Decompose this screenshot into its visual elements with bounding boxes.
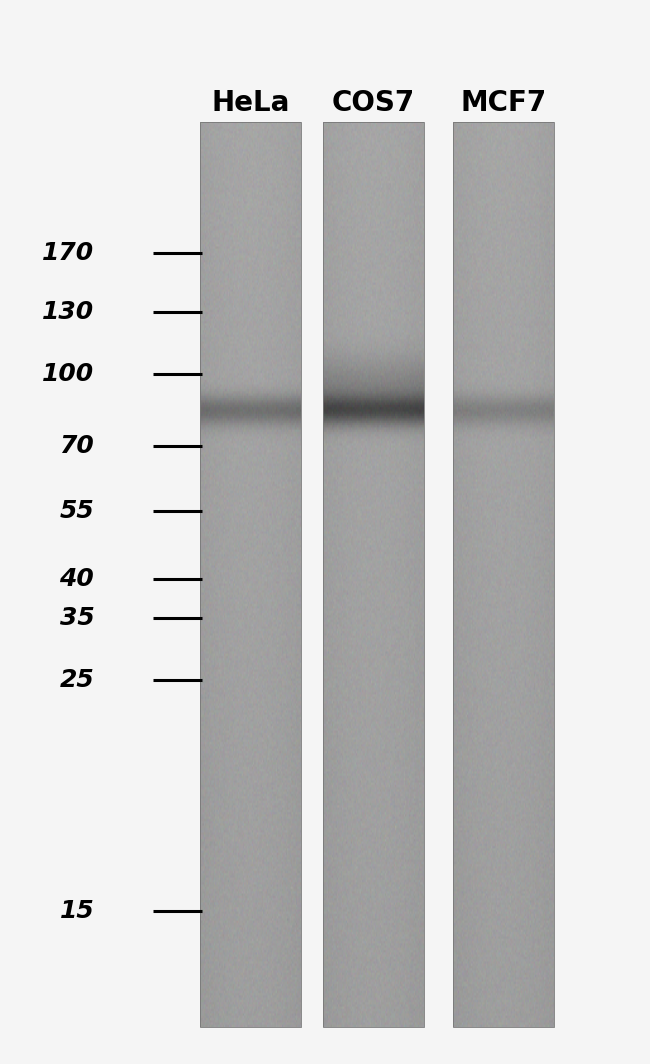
Text: 25: 25 [60, 668, 94, 693]
Text: MCF7: MCF7 [461, 89, 547, 117]
Bar [454, 122, 554, 1027]
Text: HeLa: HeLa [211, 89, 289, 117]
Text: 70: 70 [60, 434, 94, 459]
Bar [323, 122, 424, 1027]
Text: 40: 40 [60, 567, 94, 592]
Text: 170: 170 [42, 242, 94, 266]
Text: 15: 15 [60, 899, 94, 922]
Text: 35: 35 [60, 606, 94, 630]
Bar [200, 122, 300, 1027]
Text: 55: 55 [60, 499, 94, 523]
Text: 100: 100 [42, 362, 94, 386]
Text: COS7: COS7 [332, 89, 415, 117]
Text: 130: 130 [42, 300, 94, 325]
